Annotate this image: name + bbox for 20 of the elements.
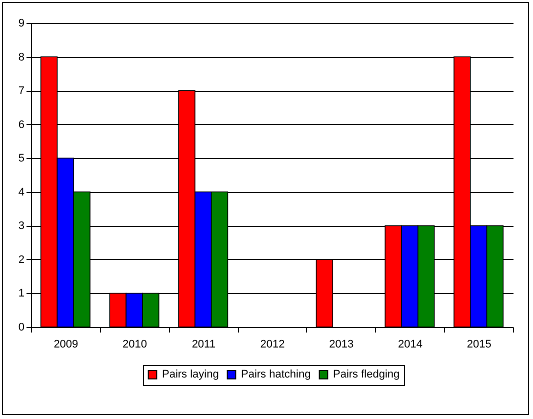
y-tick-label: 1 bbox=[18, 288, 24, 300]
x-tick-label: 2012 bbox=[260, 338, 285, 350]
y-tick-label: 3 bbox=[18, 220, 24, 232]
y-tick-label: 6 bbox=[18, 118, 24, 131]
y-tick-label: 5 bbox=[18, 152, 24, 165]
y-tick-label: 2 bbox=[18, 254, 24, 266]
x-tick-label: 2010 bbox=[122, 338, 148, 350]
y-tick-label: 7 bbox=[18, 85, 24, 98]
x-tick-label: 2011 bbox=[192, 338, 216, 350]
y-tick-label: 8 bbox=[18, 51, 24, 64]
x-tick-label: 2015 bbox=[466, 338, 492, 350]
legend-label: Pairs laying bbox=[162, 368, 219, 381]
y-tick-label: 9 bbox=[18, 18, 24, 30]
x-tick-label: 2014 bbox=[398, 338, 422, 350]
legend-label: Pairs hatching bbox=[241, 368, 311, 381]
legend-label: Pairs fledging bbox=[333, 368, 400, 381]
y-tick-label: 0 bbox=[18, 322, 24, 334]
y-tick-label: 4 bbox=[18, 186, 24, 198]
x-tick-label: 2013 bbox=[329, 338, 354, 350]
x-tick-label: 2009 bbox=[54, 338, 78, 350]
